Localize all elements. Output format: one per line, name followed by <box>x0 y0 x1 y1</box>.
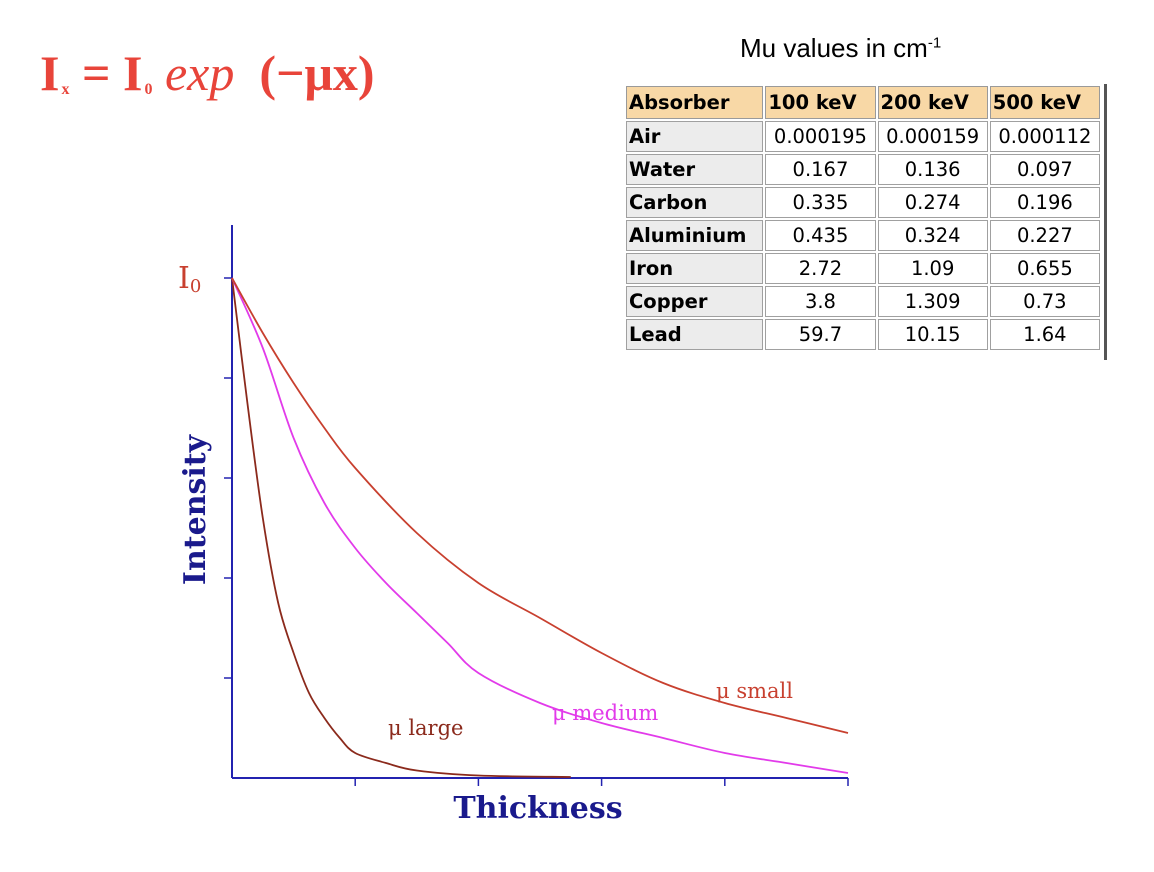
table-row: Lead 59.7 10.15 1.64 <box>626 319 1100 350</box>
chart-curves <box>231 277 849 778</box>
y-start-label: I0 <box>178 261 201 297</box>
absorber-cell: Water <box>626 154 764 185</box>
formula-func: exp <box>164 45 235 101</box>
series-label: μ medium <box>552 701 658 725</box>
value-cell: 0.000195 <box>765 121 876 152</box>
value-cell: 10.15 <box>877 319 988 350</box>
mu-table-wrap: Absorber 100 keV 200 keV 500 keV Air 0.0… <box>624 84 1107 360</box>
value-cell: 2.72 <box>765 253 876 284</box>
chart-axes <box>224 225 849 786</box>
table-row: Air 0.000195 0.000159 0.000112 <box>626 121 1100 152</box>
column-header: Absorber <box>626 86 764 119</box>
chart-labels: I0 μ large μ medium μ small <box>178 261 793 740</box>
formula-rhs-var: I <box>122 45 143 101</box>
table-row: Water 0.167 0.136 0.097 <box>626 154 1100 185</box>
series-line-mu-medium <box>231 277 849 774</box>
mu-table: Absorber 100 keV 200 keV 500 keV Air 0.0… <box>624 84 1102 352</box>
x-axis-title: Thickness <box>453 791 622 826</box>
absorber-cell: Aluminium <box>626 220 764 251</box>
table-title-text: Mu values in cm <box>740 33 928 63</box>
table-row: Copper 3.8 1.309 0.73 <box>626 286 1100 317</box>
absorber-cell: Carbon <box>626 187 764 218</box>
formula-equals: = <box>81 45 111 101</box>
value-cell: 1.64 <box>989 319 1100 350</box>
value-cell: 1.09 <box>877 253 988 284</box>
value-cell: 0.435 <box>765 220 876 251</box>
table-row: Aluminium 0.435 0.324 0.227 <box>626 220 1100 251</box>
value-cell: 0.73 <box>989 286 1100 317</box>
series-label: μ small <box>716 679 793 703</box>
value-cell: 59.7 <box>765 319 876 350</box>
table-title-sup: -1 <box>927 34 942 52</box>
formula-lhs-sub: x <box>61 81 70 98</box>
series-line-mu-large <box>231 277 571 778</box>
value-cell: 0.196 <box>989 187 1100 218</box>
series-label: μ large <box>388 716 463 740</box>
absorber-cell: Iron <box>626 253 764 284</box>
table-title: Mu values in cm-1 <box>740 33 941 64</box>
formula-lhs-var: I <box>40 45 60 101</box>
value-cell: 3.8 <box>765 286 876 317</box>
value-cell: 0.097 <box>989 154 1100 185</box>
value-cell: 0.324 <box>877 220 988 251</box>
value-cell: 0.335 <box>765 187 876 218</box>
formula-arg: (−μx) <box>259 45 375 101</box>
y-axis-title: Intensity <box>178 433 213 585</box>
value-cell: 0.655 <box>989 253 1100 284</box>
table-header-row: Absorber 100 keV 200 keV 500 keV <box>626 86 1100 119</box>
value-cell: 0.227 <box>989 220 1100 251</box>
value-cell: 0.167 <box>765 154 876 185</box>
value-cell: 0.136 <box>877 154 988 185</box>
table-row: Carbon 0.335 0.274 0.196 <box>626 187 1100 218</box>
table-row: Iron 2.72 1.09 0.655 <box>626 253 1100 284</box>
absorber-cell: Copper <box>626 286 764 317</box>
column-header: 500 keV <box>989 86 1100 119</box>
value-cell: 0.000112 <box>989 121 1100 152</box>
series-line-mu-small <box>231 277 849 734</box>
absorber-cell: Air <box>626 121 764 152</box>
value-cell: 0.274 <box>877 187 988 218</box>
value-cell: 1.309 <box>877 286 988 317</box>
column-header: 200 keV <box>877 86 988 119</box>
formula-rhs-sub: 0 <box>144 81 153 98</box>
absorber-cell: Lead <box>626 319 764 350</box>
column-header: 100 keV <box>765 86 876 119</box>
value-cell: 0.000159 <box>877 121 988 152</box>
